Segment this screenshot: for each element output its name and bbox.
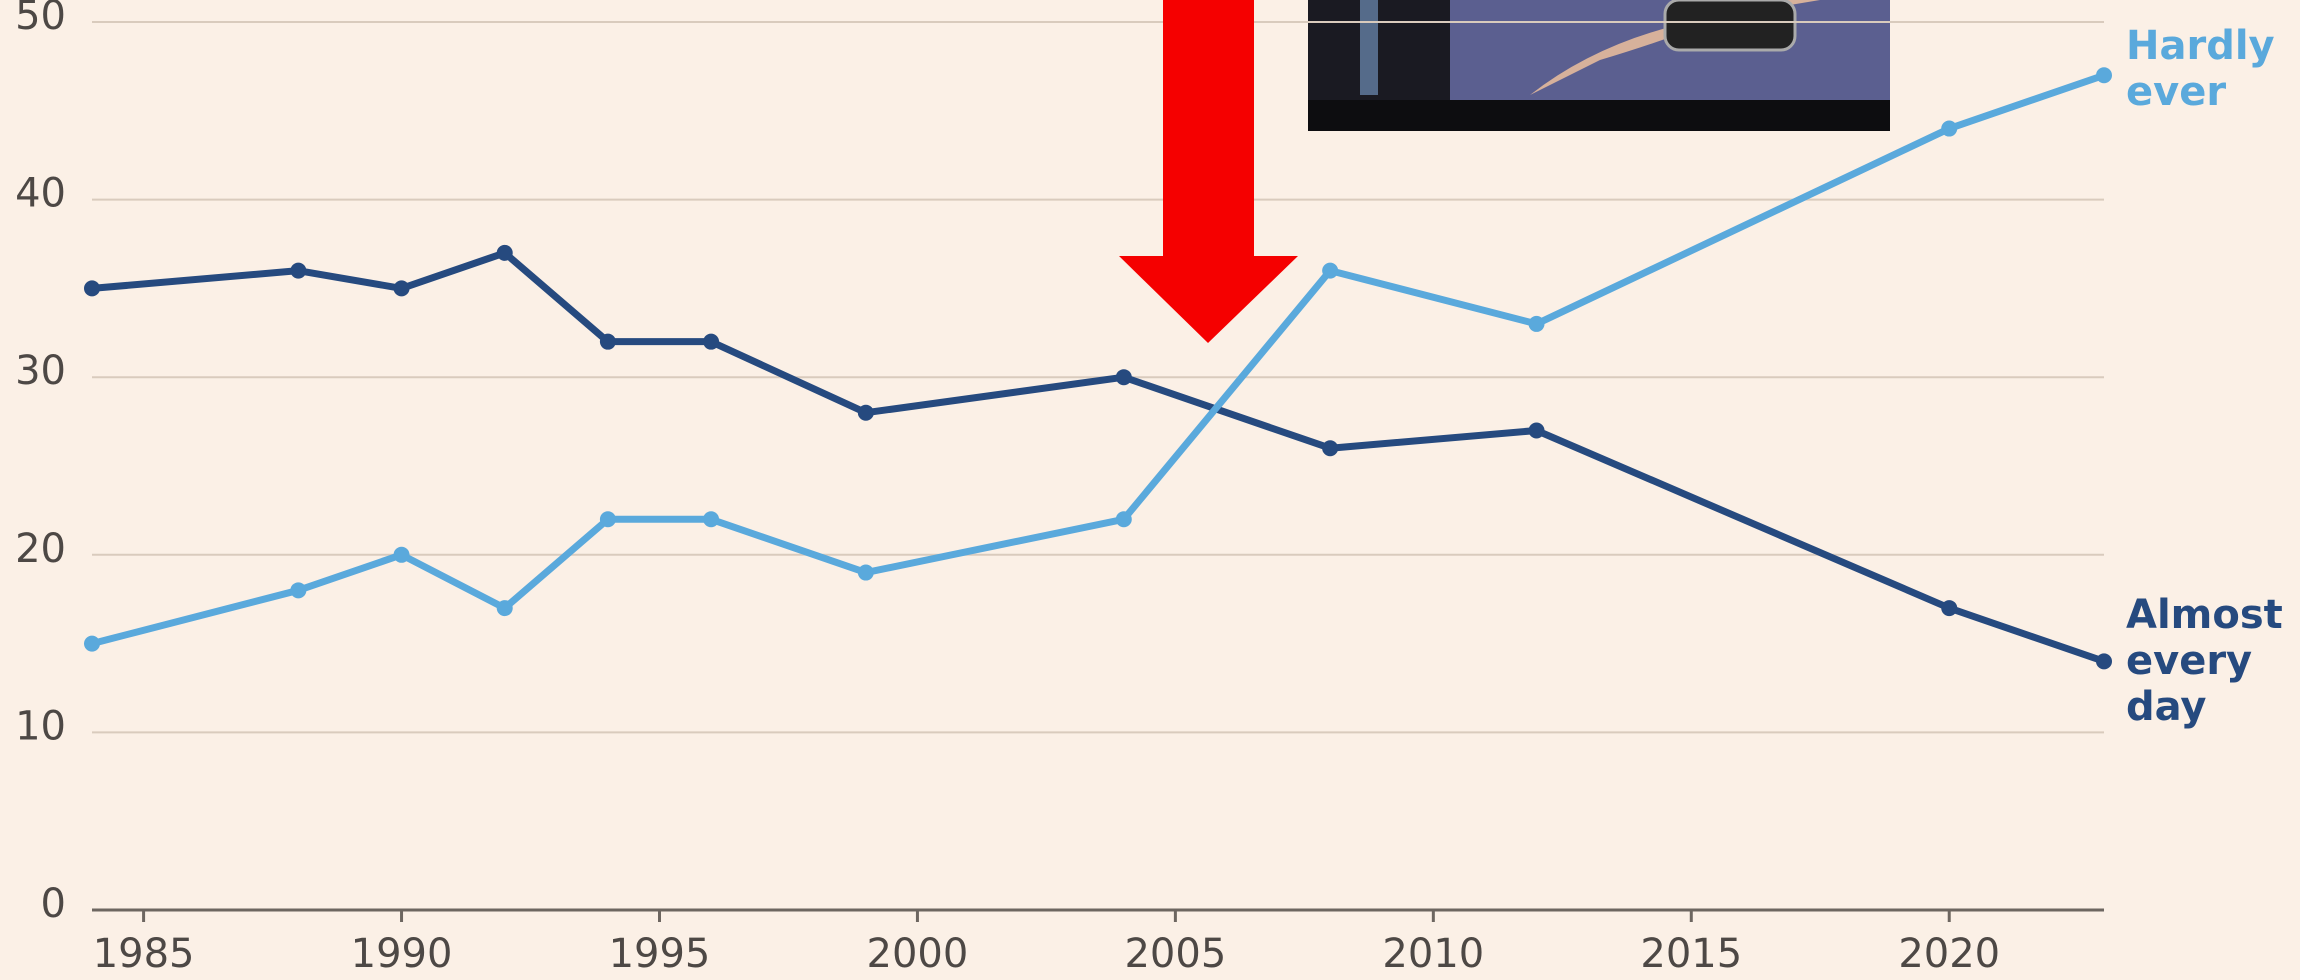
decoration (1308, 0, 1890, 131)
series-label: Almost every day (2126, 592, 2283, 731)
series-label: Hardly ever (2126, 23, 2275, 116)
arrow-shaft (1163, 0, 1254, 258)
data-point (1941, 600, 1958, 617)
series-line (91, 71, 2106, 647)
data-point (1941, 120, 1958, 137)
data-point (496, 244, 513, 261)
data-point (703, 511, 720, 528)
data-point (290, 582, 307, 599)
data-point (84, 635, 100, 652)
x-tick-label: 1995 (609, 931, 711, 977)
x-tick-label: 1985 (93, 931, 195, 977)
data-point (393, 280, 410, 297)
data-point (599, 333, 616, 350)
y-tick-label: 0 (41, 881, 66, 927)
photo-person (1360, 0, 1378, 95)
y-tick-label: 40 (15, 171, 66, 217)
data-point (84, 280, 100, 297)
data-point (599, 511, 616, 528)
y-tick-label: 30 (15, 348, 66, 394)
data-point (1115, 511, 1132, 528)
data-point (496, 600, 513, 617)
x-tick-label: 2000 (867, 931, 969, 977)
arrow (1119, 0, 1298, 343)
data-point (1322, 262, 1339, 279)
data-point (857, 564, 874, 581)
data-point (1115, 369, 1132, 386)
data-point (2096, 67, 2112, 84)
series-line (91, 249, 2106, 665)
photo-phone (1663, 0, 1797, 52)
data-point (393, 546, 410, 563)
y-tick-label: 50 (15, 0, 66, 39)
data-point (290, 262, 307, 279)
data-point (1528, 422, 1545, 439)
data-point (2096, 653, 2112, 670)
x-tick-label: 2010 (1382, 931, 1484, 977)
x-tick-label: 1990 (351, 931, 453, 977)
photo-crowd (1308, 100, 1890, 131)
arrow-head (1119, 256, 1298, 343)
x-tick-label: 2005 (1124, 931, 1226, 977)
y-tick-label: 10 (15, 703, 66, 749)
y-tick-label: 20 (15, 526, 66, 572)
x-tick-label: 2020 (1898, 931, 2000, 977)
data-point (1322, 440, 1339, 457)
data-point (1528, 315, 1545, 332)
data-point (857, 404, 874, 421)
x-tick-label: 2015 (1640, 931, 1742, 977)
data-point (703, 333, 720, 350)
